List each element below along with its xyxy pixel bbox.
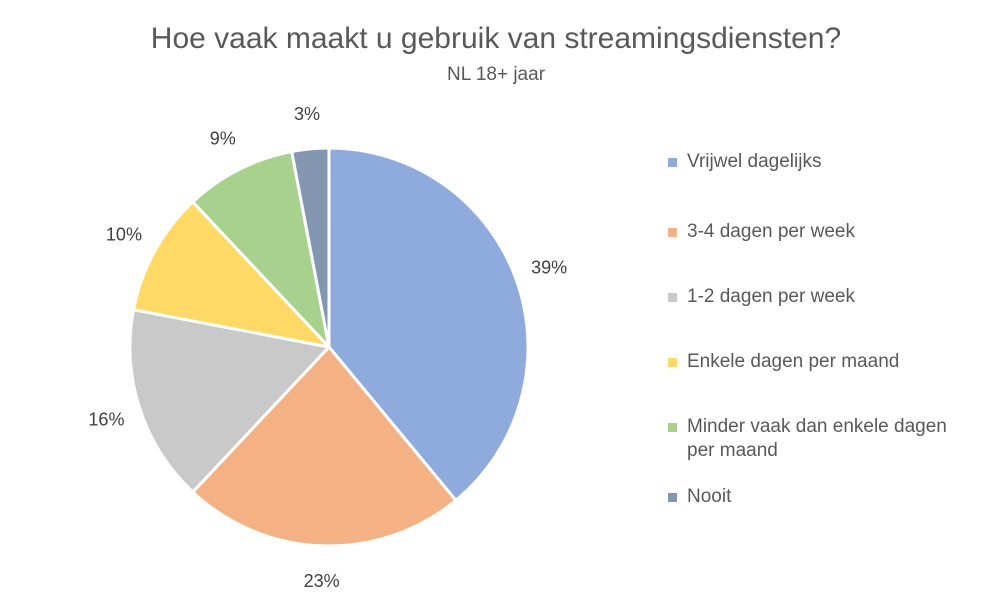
legend-item: Enkele dagen per maand [668,350,977,374]
slice-value-label: 10% [106,224,142,244]
pie-slice [132,200,331,349]
pie-slice [128,308,331,494]
legend-label: Minder vaak dan enkele dagen per maand [687,416,947,461]
legend-swatch [668,293,677,302]
chart-subtitle: NL 18+ jaar [446,64,546,85]
slice-value-label: 39% [531,258,567,278]
pie-slice [290,146,331,349]
legend-label: Nooit [687,486,732,507]
chart-title: Hoe vaak maakt u gebruik van streamingsd… [150,22,842,55]
legend-swatch [668,358,677,367]
legend-swatch [668,228,677,237]
legend-item: 1-2 dagen per week [668,285,977,309]
legend-swatch [668,423,677,432]
slice-value-label: 9% [210,129,236,149]
legend-item: Minder vaak dan enkele dagen per maand [668,415,977,463]
slice-value-label: 3% [294,104,320,124]
slice-value-label: 23% [304,571,340,591]
legend-swatch [668,158,677,167]
legend-item: 3-4 dagen per week [668,220,977,244]
legend-label: 1-2 dagen per week [687,286,855,307]
legend-label: Vrijwel dagelijks [687,151,822,172]
legend-label: Enkele dagen per maand [687,351,900,372]
pie-slice [327,146,530,502]
slice-value-label: 16% [88,409,124,429]
legend-swatch [668,493,677,502]
pie-slice [191,345,458,548]
legend-item: Nooit [668,485,977,509]
legend-item: Vrijwel dagelijks [668,150,977,174]
pie-slice [191,150,331,349]
legend-label: 3-4 dagen per week [687,221,855,242]
